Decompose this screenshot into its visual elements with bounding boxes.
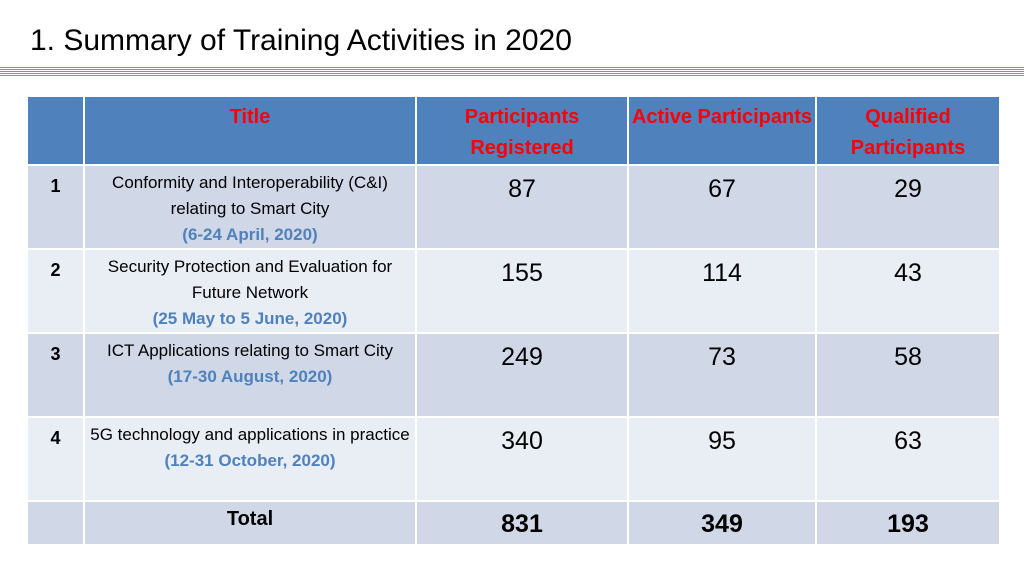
- active-value: 95: [627, 416, 817, 502]
- table-row: 3 ICT Applications relating to Smart Cit…: [26, 332, 1001, 418]
- active-value: 73: [627, 332, 817, 418]
- registered-value: 155: [415, 248, 629, 334]
- activity-title: Security Protection and Evaluation for F…: [107, 257, 393, 302]
- active-value: 67: [627, 164, 817, 250]
- total-qualified: 193: [815, 500, 1001, 546]
- total-active: 349: [627, 500, 817, 546]
- qualified-value: 58: [815, 332, 1001, 418]
- row-index: 4: [26, 416, 85, 502]
- activity-date: (17-30 August, 2020): [167, 367, 333, 386]
- row-title: Conformity and Interoperability (C&I) re…: [83, 164, 417, 250]
- active-value: 114: [627, 248, 817, 334]
- slide-title: 1. Summary of Training Activities in 202…: [30, 24, 572, 57]
- activity-title: ICT Applications relating to Smart City: [107, 341, 393, 360]
- total-registered: 831: [415, 500, 629, 546]
- total-row: Total 831 349 193: [26, 500, 1001, 546]
- qualified-value: 63: [815, 416, 1001, 502]
- row-index: 1: [26, 164, 85, 250]
- header-title: Title: [83, 95, 417, 166]
- total-index-cell: [26, 500, 85, 546]
- table-row: 1 Conformity and Interoperability (C&I) …: [26, 164, 1001, 250]
- activity-title: 5G technology and applications in practi…: [90, 425, 410, 444]
- table-row: 2 Security Protection and Evaluation for…: [26, 248, 1001, 334]
- activity-date: (12-31 October, 2020): [164, 451, 336, 470]
- header-registered: Participants Registered: [415, 95, 629, 166]
- header-active: Active Participants: [627, 95, 817, 166]
- qualified-value: 29: [815, 164, 1001, 250]
- row-title: ICT Applications relating to Smart City …: [83, 332, 417, 418]
- registered-value: 340: [415, 416, 629, 502]
- row-title: 5G technology and applications in practi…: [83, 416, 417, 502]
- table-row: 4 5G technology and applications in prac…: [26, 416, 1001, 502]
- row-title: Security Protection and Evaluation for F…: [83, 248, 417, 334]
- registered-value: 249: [415, 332, 629, 418]
- qualified-value: 43: [815, 248, 1001, 334]
- row-index: 3: [26, 332, 85, 418]
- total-label: Total: [83, 500, 417, 546]
- header-index: [26, 95, 85, 166]
- activity-date: (6-24 April, 2020): [182, 225, 318, 244]
- table-header-row: Title Participants Registered Active Par…: [26, 95, 1001, 166]
- activity-title: Conformity and Interoperability (C&I) re…: [112, 173, 388, 218]
- registered-value: 87: [415, 164, 629, 250]
- header-qualified: Qualified Participants: [815, 95, 1001, 166]
- activity-date: (25 May to 5 June, 2020): [152, 309, 348, 328]
- training-summary-table: Title Participants Registered Active Par…: [26, 95, 1001, 546]
- row-index: 2: [26, 248, 85, 334]
- title-divider: [0, 67, 1024, 76]
